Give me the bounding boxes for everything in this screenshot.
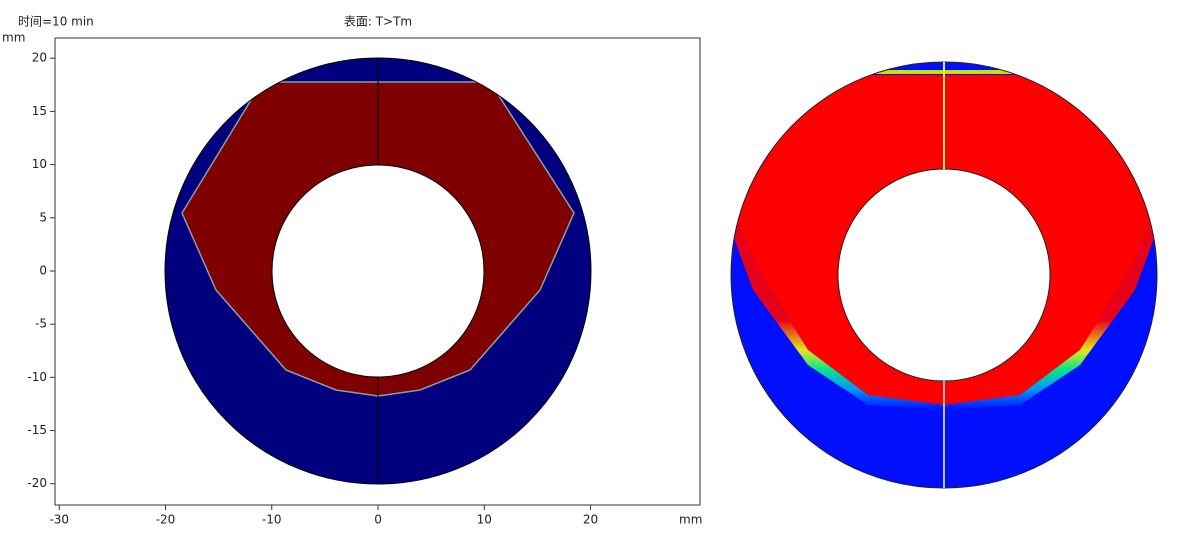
right-inner-boundary <box>837 168 1051 382</box>
y-tick-label: -10 <box>27 370 47 384</box>
x-tick-label: -10 <box>262 513 282 527</box>
plot-frame <box>54 37 701 506</box>
x-tick-label: -20 <box>156 513 176 527</box>
y-tick-label: 15 <box>32 104 47 118</box>
y-tick-label: -5 <box>35 317 47 331</box>
x-tick-label: -30 <box>49 513 69 527</box>
x-tick-label: 0 <box>374 513 382 527</box>
y-tick-label: 20 <box>32 51 47 65</box>
y-tick-label: -20 <box>27 476 47 490</box>
y-tick-label: 5 <box>39 210 47 224</box>
x-axis-label: mm <box>679 513 702 527</box>
chart-title: 表面: T>Tm <box>344 15 412 29</box>
inner-boundary <box>271 164 485 378</box>
y-tick-label: -15 <box>27 423 47 437</box>
x-tick-label: 20 <box>583 513 598 527</box>
y-tick-label: 0 <box>39 263 47 277</box>
y-axis-label: mm <box>2 31 25 45</box>
y-tick-label: 10 <box>32 157 47 171</box>
subtitle: 时间=10 min <box>18 15 94 29</box>
x-tick-label: 10 <box>477 513 492 527</box>
